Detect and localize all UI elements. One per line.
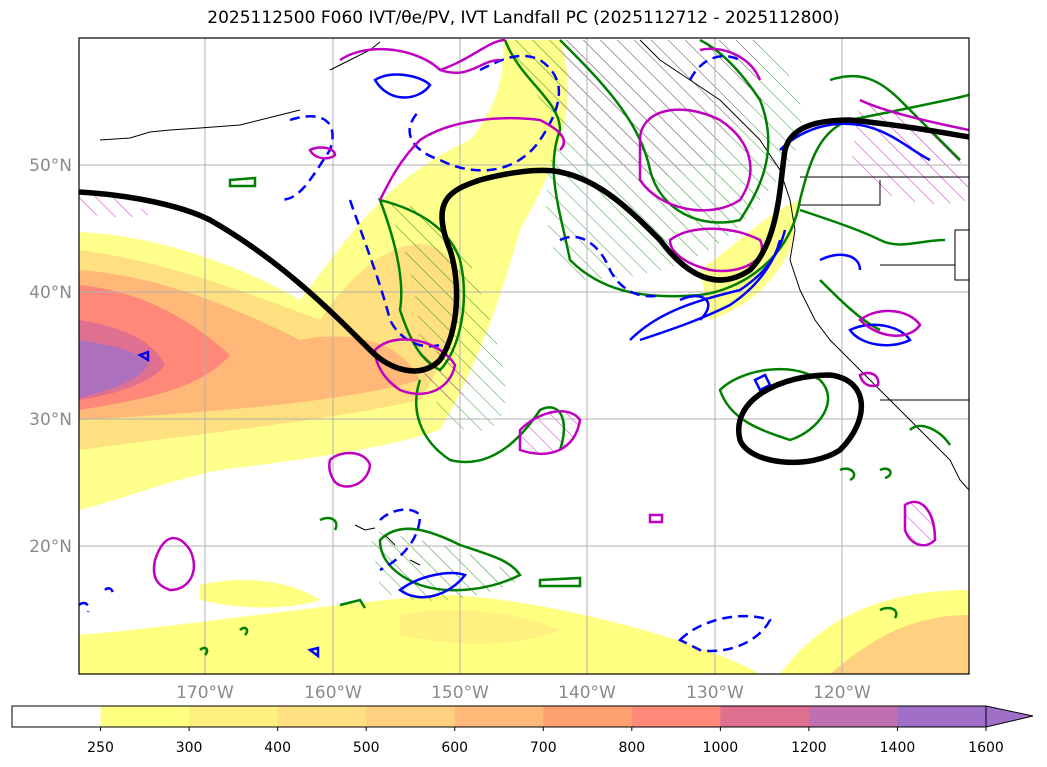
colorbar-segment <box>100 706 190 727</box>
colorbar-segment <box>366 706 456 727</box>
colorbar-ticks: 250 300 400 500 600 700 800 1000 1200 1400 1600 <box>87 727 1004 756</box>
colorbar-segment <box>454 706 544 727</box>
colorbar-segment <box>543 706 633 727</box>
map-layers <box>79 38 969 674</box>
lat-label-40: 40°N <box>29 283 72 303</box>
latitude-labels: 50°N 40°N 30°N 20°N <box>29 156 72 557</box>
colorbar-frame <box>11 705 987 728</box>
blue-contours <box>137 73 931 659</box>
black-contours <box>79 117 969 466</box>
colorbar-segments <box>12 706 987 727</box>
colorbar-tick-label: 800 <box>618 740 645 756</box>
coastlines <box>99 39 969 566</box>
lat-label-30: 30°N <box>29 410 72 430</box>
colorbar: 250 300 400 500 600 700 800 1000 1200 1400 1600 <box>11 705 1034 756</box>
colorbar-tick-label: 500 <box>353 740 380 756</box>
lon-label-140w: 140°W <box>558 683 616 703</box>
lat-label-50: 50°N <box>29 156 72 176</box>
colorbar-segment <box>189 706 279 727</box>
chart-title: 2025112500 F060 IVT/θe/PV, IVT Landfall … <box>207 8 840 28</box>
colorbar-tick-label: 300 <box>176 740 203 756</box>
lat-label-20: 20°N <box>29 537 72 557</box>
lon-label-160w: 160°W <box>304 683 362 703</box>
lon-label-120w: 120°W <box>813 683 871 703</box>
lon-label-170w: 170°W <box>176 683 234 703</box>
colorbar-segment <box>897 706 987 727</box>
colorbar-tick-label: 600 <box>441 740 468 756</box>
longitude-labels: 170°W 160°W 150°W 140°W 130°W 120°W <box>176 683 871 703</box>
colorbar-tick-label: 1000 <box>703 740 739 756</box>
colorbar-tick-label: 1600 <box>968 740 1004 756</box>
colorbar-segment <box>631 706 721 727</box>
hatched-regions <box>79 40 969 601</box>
colorbar-tick-label: 700 <box>530 740 557 756</box>
colorbar-extend-arrow <box>985 705 1034 728</box>
colorbar-segment <box>277 706 367 727</box>
colorbar-segment <box>808 706 898 727</box>
colorbar-tick-label: 400 <box>264 740 291 756</box>
colorbar-tick-label: 1200 <box>791 740 827 756</box>
map-frame <box>78 37 970 675</box>
colorbar-segment <box>720 706 810 727</box>
colorbar-tick-label: 250 <box>87 740 114 756</box>
green-contours <box>199 38 969 656</box>
colorbar-segment <box>12 706 102 727</box>
lon-label-130w: 130°W <box>686 683 744 703</box>
lon-label-150w: 150°W <box>431 683 489 703</box>
colorbar-tick-label: 1400 <box>880 740 916 756</box>
